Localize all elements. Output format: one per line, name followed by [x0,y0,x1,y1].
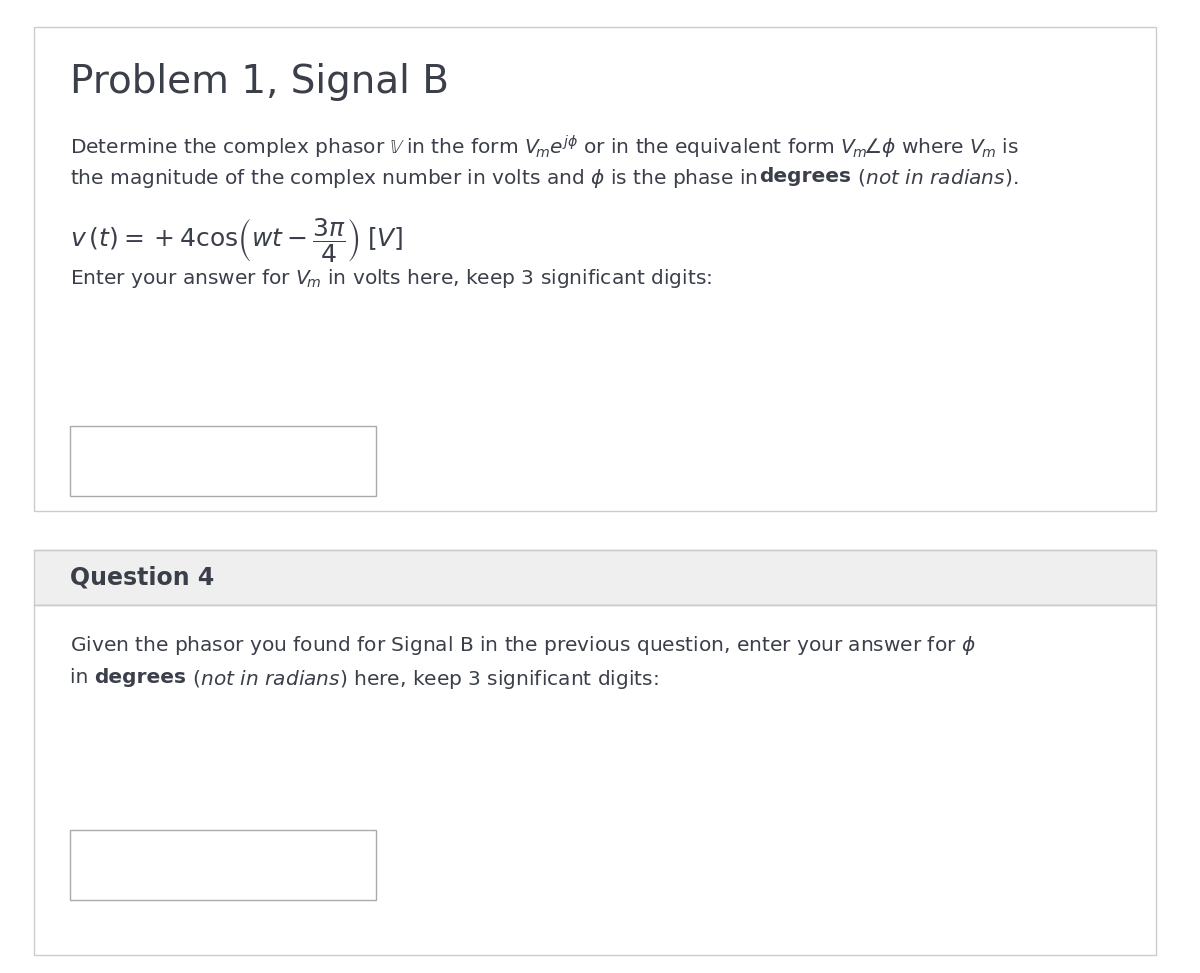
Bar [34,550,1156,605]
Text: $v\,(t) = +4\cos\!\left(wt - \dfrac{3\pi}{4}\right)\;[V]$: $v\,(t) = +4\cos\!\left(wt - \dfrac{3\pi… [70,216,403,264]
Text: Given the phasor you found for Signal B in the previous question, enter your ans: Given the phasor you found for Signal B … [70,634,976,658]
Text: Question 4: Question 4 [70,565,214,590]
Text: degrees: degrees [760,167,851,187]
Text: in: in [70,668,95,688]
Text: Determine the complex phasor $\mathbb{V}$ in the form $V_{\!m}e^{j\phi}$ or in t: Determine the complex phasor $\mathbb{V}… [70,134,1019,162]
Text: ($\it{not\ in\ radians}$) here, keep 3 significant digits:: ($\it{not\ in\ radians}$) here, keep 3 s… [186,668,659,692]
Text: degrees: degrees [95,668,186,688]
Bar [70,426,376,496]
Text: the magnitude of the complex number in volts and $\phi$ is the phase in: the magnitude of the complex number in v… [70,167,760,191]
Text: ($\it{not\ in\ radians}$).: ($\it{not\ in\ radians}$). [851,167,1019,189]
Text: Problem 1, Signal B: Problem 1, Signal B [70,63,449,101]
Text: Enter your answer for $V_{\!m}$ in volts here, keep 3 significant digits:: Enter your answer for $V_{\!m}$ in volts… [70,267,712,290]
Bar [70,830,376,900]
Bar [34,27,1156,511]
Bar [34,605,1156,955]
